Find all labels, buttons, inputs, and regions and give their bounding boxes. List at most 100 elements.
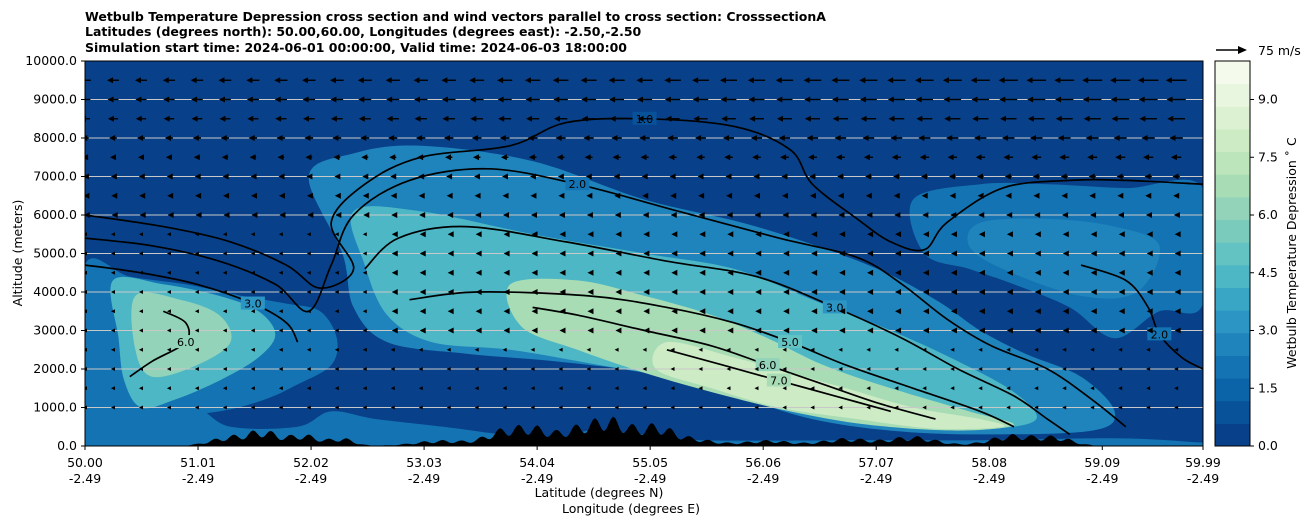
wind-vector-head	[135, 96, 142, 103]
wind-vector-head	[948, 173, 955, 180]
wind-vector-head	[950, 231, 957, 238]
wind-vector-head	[1090, 308, 1097, 315]
wind-vector-head	[636, 96, 643, 103]
x-tick-lon-5: -2.49	[634, 471, 666, 486]
wind-vector	[306, 270, 311, 275]
wind-vector-head	[724, 154, 731, 161]
colorbar-segment-12	[1215, 151, 1250, 175]
wind-vector	[670, 405, 675, 410]
wind-vector-head	[950, 289, 957, 295]
wind-vector-head	[671, 289, 678, 295]
wind-vector-head	[609, 96, 616, 103]
wind-vector	[194, 270, 199, 275]
wind-vector-head	[524, 77, 531, 84]
y-tick-label-2: 2000.0	[33, 361, 77, 376]
wind-vector	[250, 328, 255, 333]
wind-vector-head	[664, 77, 671, 84]
wind-vector	[194, 405, 199, 410]
wind-vector-head	[1062, 269, 1069, 276]
wind-vector	[138, 405, 143, 410]
wind-vector-head	[923, 327, 930, 334]
colorbar-tick-label-4: 6.0	[1258, 207, 1278, 222]
wind-vector-head	[111, 212, 118, 218]
wind-vector	[138, 270, 143, 275]
wind-vector	[950, 347, 955, 352]
wind-vector	[222, 290, 227, 294]
wind-vector-head	[386, 96, 393, 103]
wind-vector-head	[811, 308, 818, 315]
wind-vector-head	[306, 192, 313, 199]
wind-vector-head	[470, 115, 477, 122]
wind-vector-head	[671, 231, 678, 238]
wind-vector-head	[85, 173, 89, 180]
wind-vector	[950, 405, 955, 410]
wind-vector-head	[503, 289, 510, 295]
wind-vector-head	[1169, 135, 1176, 141]
wind-vector-head	[413, 77, 420, 84]
wind-vector	[950, 367, 955, 371]
wind-vector-head	[441, 77, 448, 84]
wind-vector-head	[391, 327, 398, 334]
x-tick-lat-9: 59.09	[1084, 455, 1120, 470]
wind-vector-head	[360, 135, 367, 141]
wind-vector-head	[330, 96, 337, 103]
wind-vector	[978, 405, 983, 410]
wind-vector-head	[1027, 115, 1034, 122]
colorbar-label: Wetbulb Temperature Depression ˚ C	[1284, 137, 1299, 369]
wind-vector-head	[727, 308, 734, 315]
wind-vector	[446, 386, 451, 391]
wind-vector-head	[1006, 308, 1013, 315]
wind-vector-head	[525, 96, 532, 103]
wind-vector	[362, 290, 367, 294]
terrain	[85, 416, 1203, 446]
colorbar-segment-9	[1215, 219, 1250, 243]
colorbar-segment-11	[1215, 174, 1250, 198]
wind-vector	[838, 405, 843, 410]
y-tick-label-1: 1000.0	[33, 400, 77, 415]
x-tick-lon-7: -2.49	[860, 471, 892, 486]
wind-vector-head	[1090, 269, 1097, 276]
wind-vector-head	[1034, 250, 1041, 257]
wind-vector-head	[475, 250, 482, 257]
wind-vector	[334, 328, 339, 333]
wind-vector-head	[1174, 269, 1181, 276]
wind-vector	[222, 328, 227, 333]
wind-vector-head	[887, 96, 894, 103]
wind-vector-head	[474, 173, 481, 180]
wind-vector-head	[1057, 135, 1064, 141]
wind-vector-head	[391, 289, 398, 295]
wind-vector-head	[783, 289, 790, 295]
wind-vector-head	[138, 173, 145, 180]
wind-vector	[754, 367, 759, 371]
wind-vector-head	[302, 77, 309, 84]
wind-vector-head	[475, 212, 482, 218]
wind-vector	[110, 270, 115, 275]
wind-vector	[1174, 347, 1179, 352]
wind-vector-head	[414, 96, 421, 103]
wind-vector	[1006, 367, 1011, 371]
wind-vector-head	[419, 289, 426, 295]
y-axis-label: Altitude (meters)	[10, 200, 25, 307]
wind-vector-head	[950, 250, 957, 257]
wind-vector	[194, 251, 199, 256]
wind-vector-head	[809, 192, 816, 199]
x-tick-lat-8: 58.08	[971, 455, 1007, 470]
wind-vector-head	[783, 308, 790, 315]
contour-6	[532, 306, 936, 420]
wind-vector-head	[499, 135, 506, 141]
wind-vector-head	[1006, 231, 1013, 238]
wind-vector-head	[783, 250, 790, 257]
wind-vector-head	[803, 77, 810, 84]
wind-vector	[978, 386, 983, 391]
wind-vector	[362, 251, 367, 256]
wind-vector	[362, 367, 367, 371]
wind-vector-head	[587, 269, 594, 276]
wind-vector	[306, 386, 311, 391]
wind-vector	[1062, 405, 1067, 410]
wind-vector-head	[837, 192, 844, 199]
wind-vector-head	[330, 115, 337, 122]
wind-vector-head	[531, 231, 538, 238]
region-low-level-1	[85, 364, 1203, 446]
wind-vector-head	[1026, 77, 1033, 84]
